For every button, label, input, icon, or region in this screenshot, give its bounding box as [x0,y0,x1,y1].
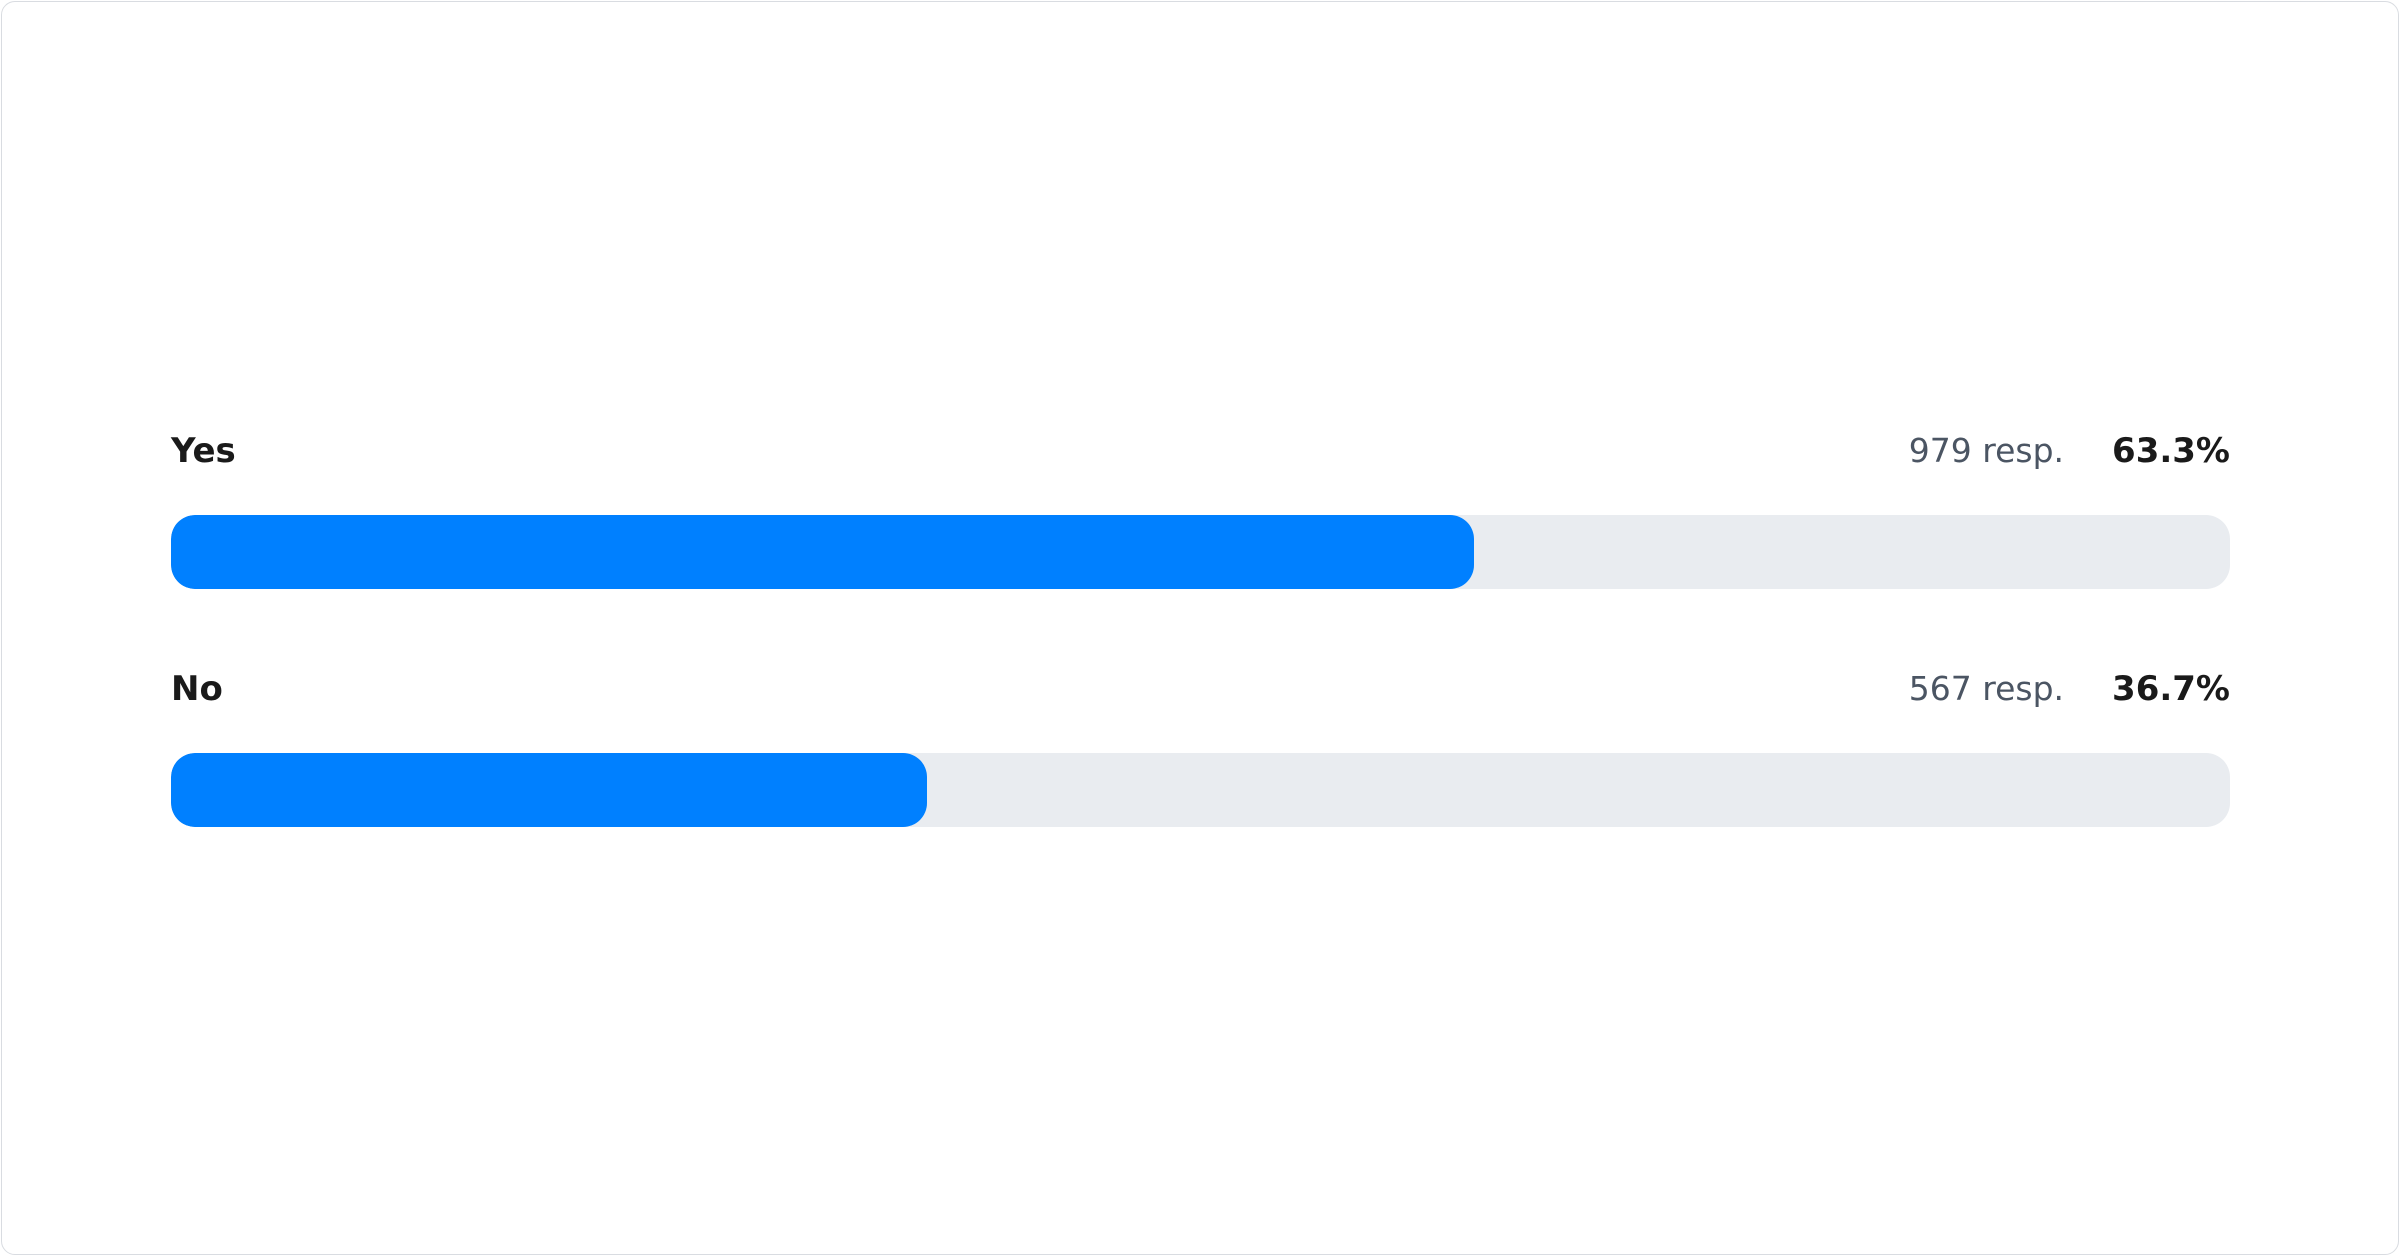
response-count: 567 resp. [1908,669,2065,708]
response-count: 979 resp. [1908,431,2065,470]
option-label: Yes [171,431,236,471]
bar-fill [171,753,927,827]
bar-track [171,753,2230,827]
percent-label: 63.3% [2112,431,2230,471]
bar-fill [171,515,1475,589]
result-row-no: No 567 resp. 36.7% [171,659,2230,827]
result-row-yes: Yes 979 resp. 63.3% [171,421,2230,589]
option-label: No [171,669,223,709]
percent-label: 36.7% [2112,669,2230,709]
bar-track [171,515,2230,589]
